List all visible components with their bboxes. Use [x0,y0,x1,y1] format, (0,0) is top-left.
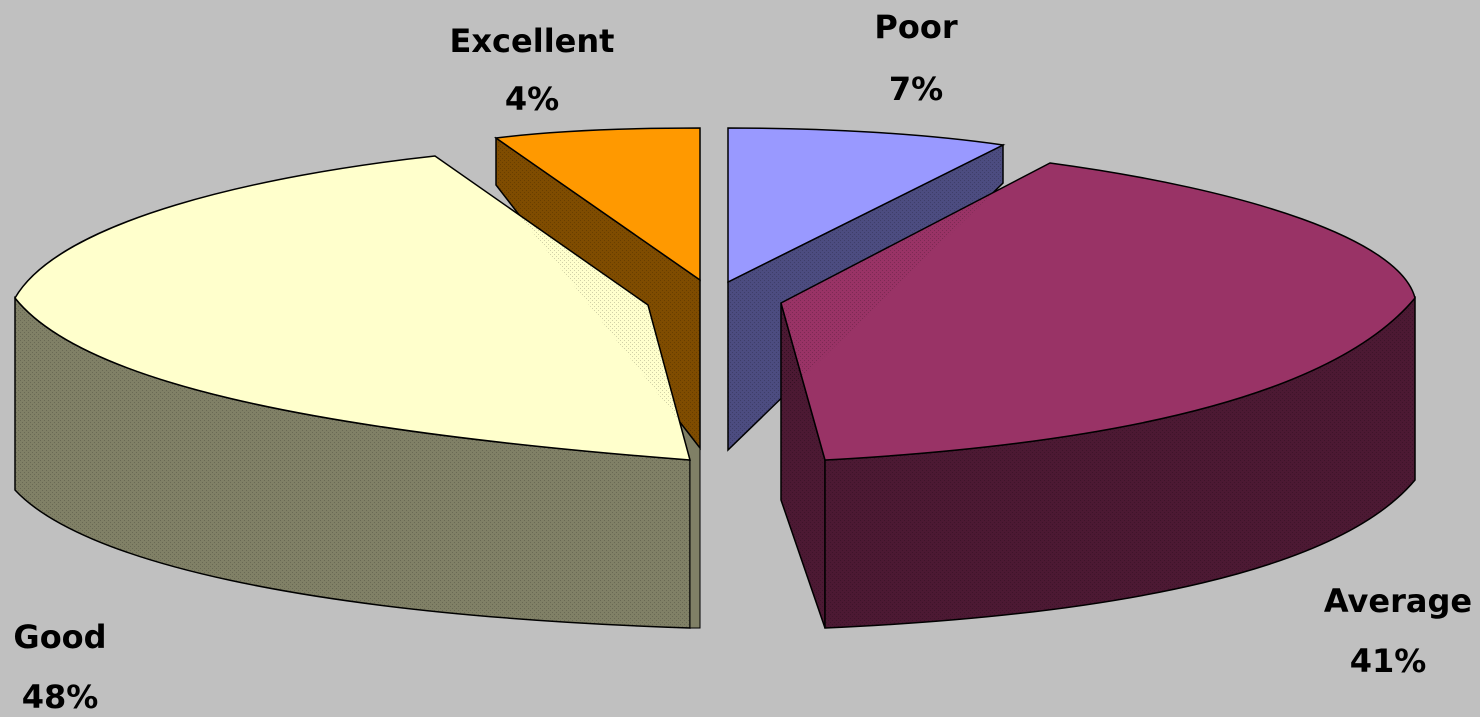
value-average: 41% [1350,642,1427,680]
label-poor: Poor [874,8,957,46]
value-good: 48% [22,678,99,716]
label-excellent: Excellent [450,22,615,60]
label-good: Good [13,618,106,656]
value-excellent: 4% [505,80,559,118]
label-average: Average [1324,582,1472,620]
slice-labels: Excellent 4% Poor 7% Average 41% Good 48… [13,8,1472,716]
value-poor: 7% [889,70,943,108]
